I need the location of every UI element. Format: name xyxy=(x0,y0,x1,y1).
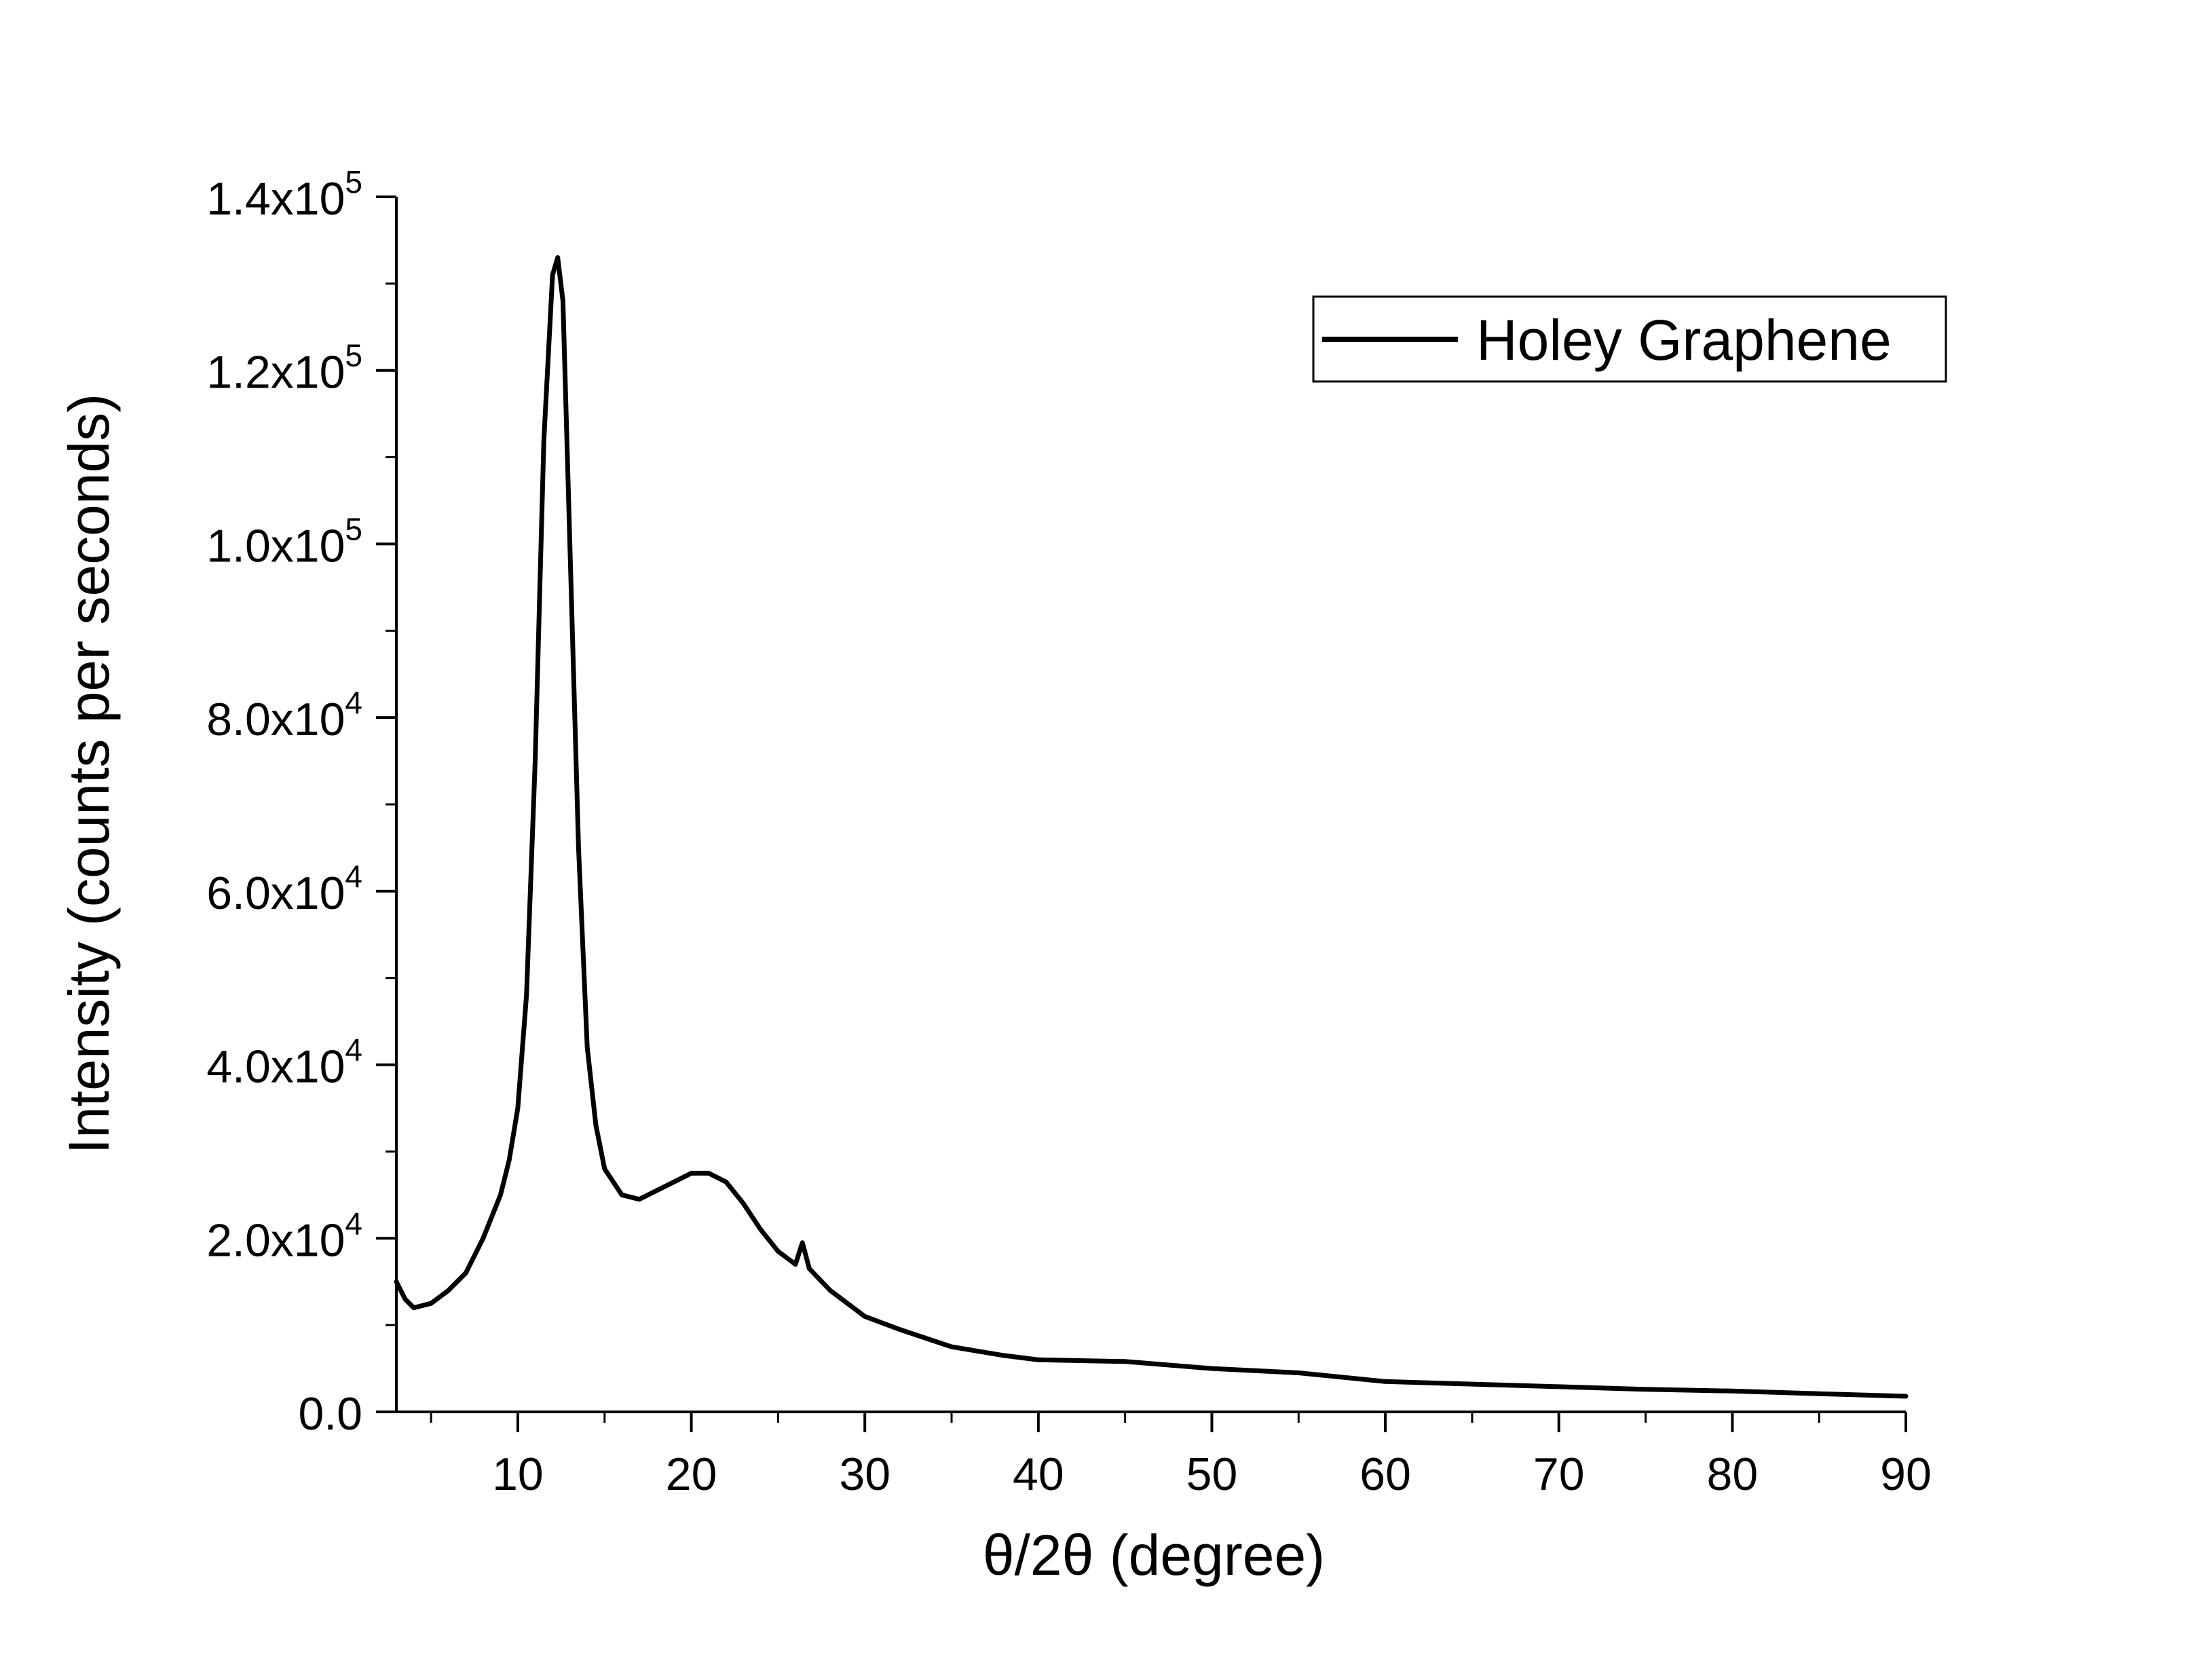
y-tick-exponent: 5 xyxy=(345,164,362,200)
series-line-holey-graphene xyxy=(394,255,1909,1399)
y-tick-label: 4.0x104 xyxy=(206,1032,362,1093)
y-tick-exponent: 4 xyxy=(345,1032,362,1068)
legend-label: Holey Graphene xyxy=(1476,308,1892,372)
x-axis-ticks: 10 20 30 40 50 60 70 80 90 xyxy=(430,1412,1932,1500)
x-tick-label: 30 xyxy=(839,1449,890,1500)
y-tick-exponent: 5 xyxy=(345,338,362,373)
plot-area xyxy=(394,255,1909,1399)
x-tick-label: 50 xyxy=(1186,1449,1238,1500)
x-tick-label: 80 xyxy=(1707,1449,1759,1500)
x-axis-title: θ/2θ (degree) xyxy=(983,1523,1325,1587)
y-tick-exponent: 4 xyxy=(345,859,362,894)
y-tick-label: 8.0x104 xyxy=(206,685,362,745)
x-tick-label: 20 xyxy=(666,1449,717,1500)
y-tick-exponent: 5 xyxy=(345,511,362,546)
y-tick-exponent: 4 xyxy=(345,685,362,720)
x-tick-label: 90 xyxy=(1880,1449,1932,1500)
y-tick-label: 1.0x105 xyxy=(206,511,362,572)
y-axis-ticks: 0.0 2.0x104 4.0x104 6.0x104 8.0x104 1.0x105 1.… xyxy=(206,164,396,1440)
x-tick-label: 40 xyxy=(1013,1449,1064,1500)
x-tick-label: 10 xyxy=(492,1449,544,1500)
y-tick-label: 6.0x104 xyxy=(206,859,362,919)
y-tick-label: 1.2x105 xyxy=(206,338,362,398)
x-tick-label: 70 xyxy=(1533,1449,1585,1500)
y-tick-label: 0.0 xyxy=(298,1388,362,1440)
x-tick-label: 60 xyxy=(1359,1449,1411,1500)
y-tick-label: 2.0x104 xyxy=(206,1206,362,1266)
legend: Holey Graphene xyxy=(1312,295,1947,383)
y-tick-label: 1.4x105 xyxy=(206,164,362,225)
y-axis-title: Intensity (counts per seconds) xyxy=(57,394,121,1155)
y-tick-exponent: 4 xyxy=(345,1206,362,1241)
